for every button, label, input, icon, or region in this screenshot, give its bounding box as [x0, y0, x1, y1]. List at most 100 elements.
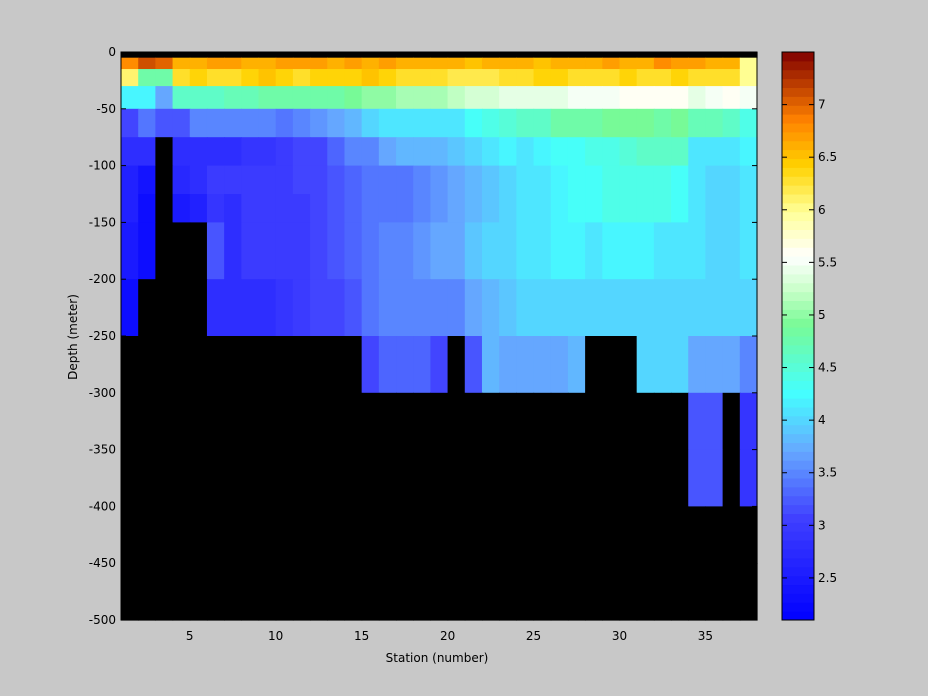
heatmap-cell: [739, 336, 758, 394]
heatmap-cell: [327, 57, 346, 70]
heatmap-cell: [430, 449, 449, 507]
heatmap-cell: [688, 279, 707, 337]
heatmap-cell: [172, 69, 191, 87]
heatmap-cell: [206, 165, 225, 195]
heatmap-cell: [241, 57, 260, 70]
heatmap-cell: [636, 57, 655, 70]
heatmap-cell: [172, 108, 191, 138]
heatmap-cell: [155, 336, 174, 394]
heatmap-cell: [344, 86, 363, 110]
heatmap-cell: [258, 194, 277, 223]
colorbar-band: [782, 309, 814, 319]
x-tick-label: 30: [612, 629, 627, 643]
colorbar-tick-label: 2.5: [818, 571, 837, 585]
heatmap-cell: [722, 279, 741, 337]
heatmap-cell: [189, 57, 208, 70]
heatmap-cell: [722, 165, 741, 195]
heatmap-cell: [396, 279, 414, 337]
heatmap-cell: [292, 137, 311, 167]
heatmap-cell: [619, 86, 638, 110]
colorbar-band: [782, 202, 814, 213]
colorbar-band: [782, 398, 814, 408]
heatmap-cell: [241, 69, 260, 87]
heatmap-cell: [206, 57, 225, 70]
heatmap-cell: [585, 52, 603, 59]
heatmap-cell: [430, 137, 449, 167]
heatmap-cell: [636, 392, 655, 451]
heatmap-cell: [155, 392, 174, 451]
heatmap-cell: [567, 194, 586, 223]
heatmap-cell: [499, 506, 517, 564]
heatmap-cell: [550, 108, 569, 138]
heatmap-cell: [653, 506, 672, 564]
heatmap-cell: [378, 222, 397, 280]
heatmap-cell: [516, 449, 535, 507]
heatmap-cell: [619, 506, 638, 564]
heatmap-cell: [705, 222, 724, 280]
heatmap-cell: [602, 108, 621, 138]
heatmap-cell: [206, 108, 225, 138]
heatmap-cell: [138, 222, 156, 280]
heatmap-cell: [602, 449, 621, 507]
x-tick-label: 25: [526, 629, 541, 643]
heatmap-cell: [172, 52, 191, 59]
heatmap-cell: [653, 449, 672, 507]
heatmap-cell: [241, 86, 260, 110]
heatmap-cell: [172, 86, 191, 110]
y-axis-ticks: 0 -50 -100 -150 -200 -250 -300 -350 -400 -450 -500: [89, 45, 757, 627]
heatmap-cell: [396, 449, 414, 507]
colorbar-band: [782, 238, 814, 248]
heatmap-cell: [447, 108, 466, 138]
heatmap-cell: [619, 108, 638, 138]
heatmap-cell: [688, 336, 707, 394]
heatmap-cell: [241, 137, 260, 167]
heatmap-cell: [241, 336, 260, 394]
heatmap-cell: [396, 506, 414, 564]
heatmap-cell: [705, 165, 724, 195]
heatmap-cell: [567, 279, 586, 337]
heatmap-cell: [653, 52, 672, 59]
heatmap-cell: [430, 392, 449, 451]
heatmap-cell: [636, 165, 655, 195]
heatmap-cell: [499, 86, 517, 110]
heatmap-cell: [739, 449, 758, 507]
heatmap-cell: [361, 137, 380, 167]
heatmap-cell: [602, 194, 621, 223]
heatmap-cell: [344, 57, 363, 70]
heatmap-cell: [138, 449, 156, 507]
heatmap-cell: [567, 57, 586, 70]
colorbar-tick-label: 5: [818, 308, 826, 322]
heatmap-cell: [550, 506, 569, 564]
heatmap-cell: [739, 69, 758, 87]
heatmap-cell: [413, 57, 432, 70]
heatmap-cell: [189, 52, 208, 59]
heatmap-cell: [464, 336, 483, 394]
colorbar-band: [782, 265, 814, 275]
heatmap-cell: [413, 336, 432, 394]
heatmap-cell: [189, 222, 208, 280]
colorbar-tick-label: 3: [818, 518, 826, 532]
heatmap-cell: [705, 137, 724, 167]
heatmap-cell: [550, 563, 569, 621]
heatmap-cell: [619, 52, 638, 59]
heatmap-cell: [378, 336, 397, 394]
heatmap-cell: [413, 449, 432, 507]
heatmap-cell: [464, 194, 483, 223]
heatmap-cell: [292, 194, 311, 223]
heatmap-cell: [310, 222, 328, 280]
heatmap-cell: [688, 108, 707, 138]
heatmap-cell: [413, 108, 432, 138]
heatmap-cell: [705, 69, 724, 87]
heatmap-cell: [602, 279, 621, 337]
heatmap-cell: [327, 506, 346, 564]
heatmap-cell: [275, 506, 294, 564]
heatmap-cell: [533, 108, 552, 138]
heatmap-cell: [722, 506, 741, 564]
heatmap-cell: [567, 165, 586, 195]
heatmap-cell: [705, 57, 724, 70]
heatmap-cell: [516, 52, 535, 59]
heatmap-cell: [567, 52, 586, 59]
heatmap-cell: [550, 69, 569, 87]
heatmap-cell: [602, 69, 621, 87]
heatmap-cell: [189, 392, 208, 451]
